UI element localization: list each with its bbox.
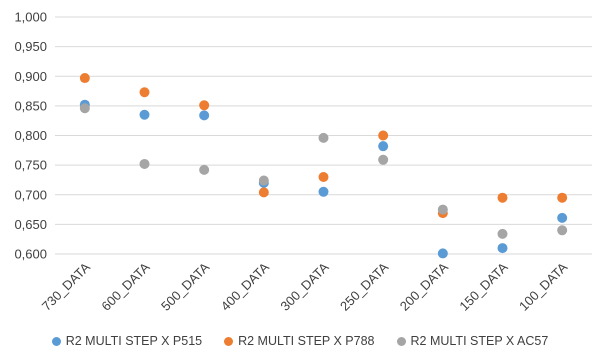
data-point-series-2 — [258, 175, 269, 186]
y-tick-label: 0,950 — [14, 39, 47, 54]
legend-item-p515: R2 MULTI STEP X P515 — [51, 334, 203, 348]
legend-item-p788: R2 MULTI STEP X P788 — [224, 334, 375, 348]
x-tick-label: 100_DATA — [516, 259, 570, 313]
x-tick-label: 300_DATA — [277, 259, 331, 313]
y-tick-label: 0,700 — [14, 187, 47, 202]
y-tick-label: 0,600 — [14, 247, 47, 262]
x-tick-label: 200_DATA — [397, 259, 451, 313]
x-tick-label: 250_DATA — [337, 259, 391, 313]
y-tick-label: 0,850 — [14, 98, 47, 113]
data-point-series-0 — [497, 243, 508, 254]
legend-label-p515: R2 MULTI STEP X P515 — [65, 334, 203, 348]
data-point-series-2 — [437, 204, 448, 215]
data-point-series-1 — [258, 187, 269, 198]
data-point-series-0 — [437, 248, 448, 259]
legend-marker-p515 — [51, 336, 61, 346]
data-point-series-2 — [199, 164, 210, 175]
data-point-series-1 — [378, 130, 389, 141]
data-point-series-0 — [199, 110, 210, 121]
legend-marker-p788 — [224, 336, 234, 346]
data-point-series-1 — [139, 87, 150, 98]
data-point-series-0 — [139, 109, 150, 120]
x-tick-label: 150_DATA — [456, 259, 510, 313]
y-tick-label: 0,900 — [14, 69, 47, 84]
legend: R2 MULTI STEP X P515 R2 MULTI STEP X P78… — [0, 334, 600, 348]
legend-item-ac57: R2 MULTI STEP X AC57 — [396, 334, 549, 348]
data-point-series-1 — [79, 73, 90, 84]
x-tick-label: 500_DATA — [158, 259, 212, 313]
x-tick-label: 400_DATA — [218, 259, 272, 313]
legend-label-p788: R2 MULTI STEP X P788 — [238, 334, 375, 348]
legend-marker-ac57 — [396, 336, 406, 346]
data-point-series-2 — [139, 158, 150, 169]
y-tick-label: 0,800 — [14, 128, 47, 143]
data-point-series-1 — [557, 192, 568, 203]
data-point-series-2 — [497, 228, 508, 239]
legend-label-ac57: R2 MULTI STEP X AC57 — [410, 334, 549, 348]
y-tick-label: 0,750 — [14, 158, 47, 173]
data-point-series-2 — [378, 154, 389, 165]
data-point-series-2 — [557, 225, 568, 236]
data-point-series-0 — [557, 212, 568, 223]
y-tick-label: 0,650 — [14, 217, 47, 232]
data-point-series-0 — [378, 141, 389, 152]
data-point-series-1 — [497, 192, 508, 203]
x-tick-label: 730_DATA — [39, 259, 93, 313]
data-point-series-1 — [199, 100, 210, 111]
data-point-series-2 — [79, 103, 90, 114]
x-tick-label: 600_DATA — [98, 259, 152, 313]
chart-plot: 0,600 0,650 0,700 0,750 0,800 0,850 0,900 0,950… — [14, 10, 592, 314]
y-tick-label: 1,000 — [14, 10, 47, 25]
data-point-series-0 — [318, 186, 329, 197]
data-point-series-1 — [318, 171, 329, 182]
data-point-series-2 — [318, 132, 329, 143]
